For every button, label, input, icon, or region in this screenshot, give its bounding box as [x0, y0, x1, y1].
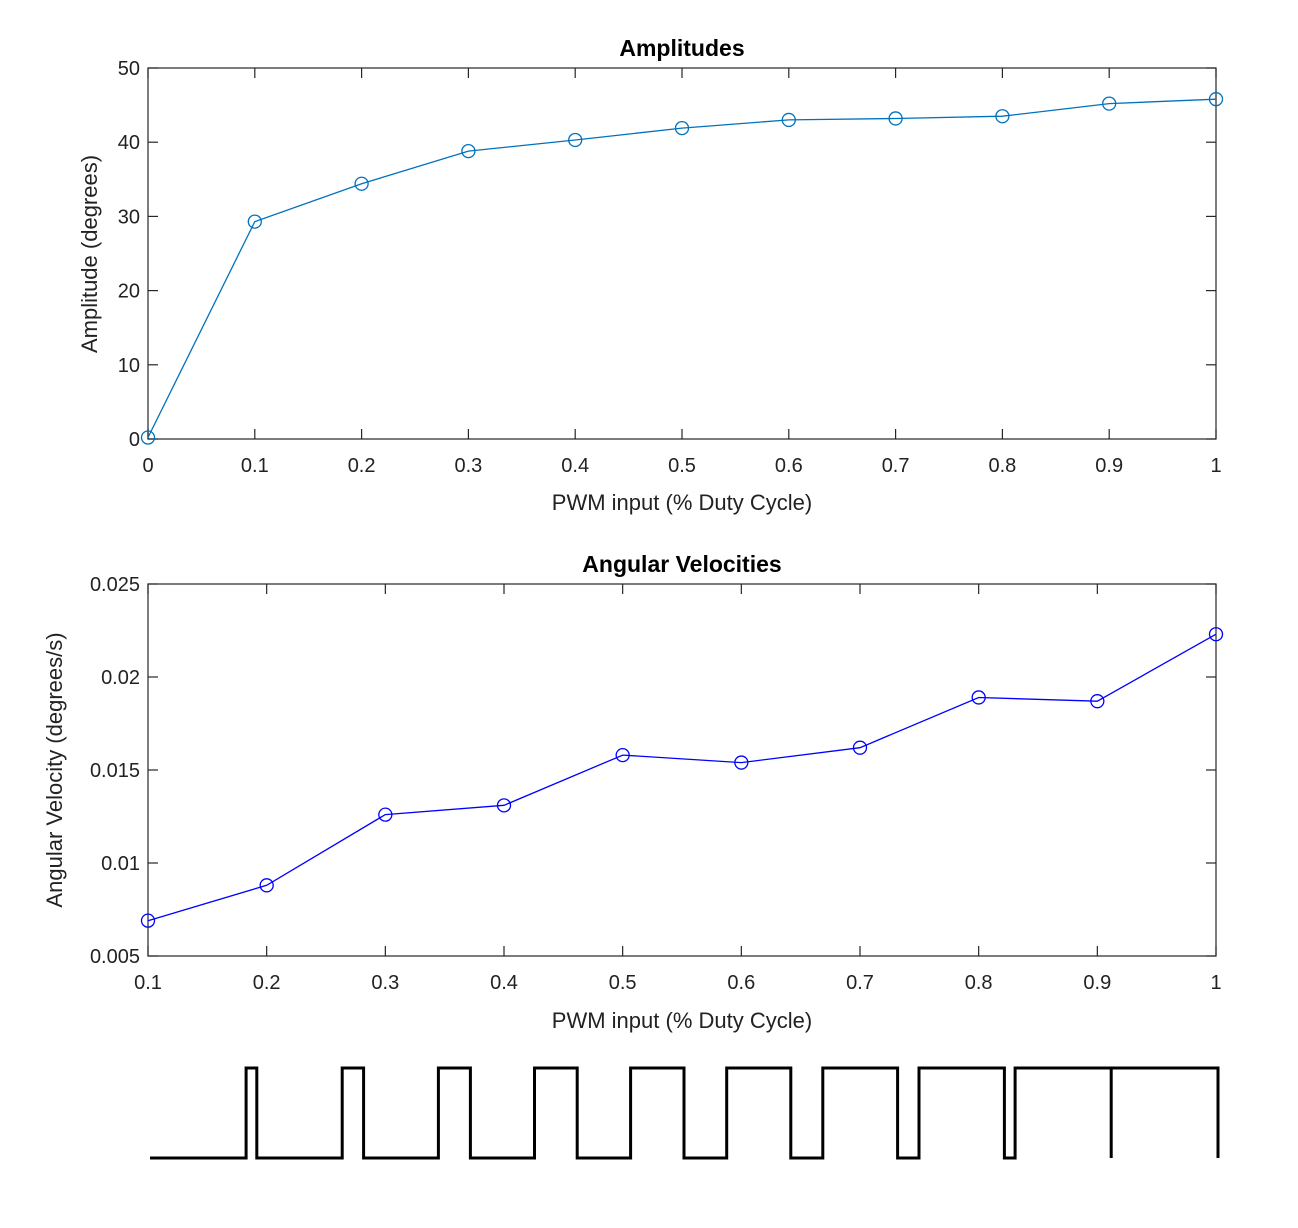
data-point — [615, 747, 630, 763]
series — [140, 627, 1224, 928]
data-point — [247, 214, 262, 229]
data-point — [781, 112, 796, 128]
plot-area — [147, 583, 1217, 957]
data-point — [259, 878, 274, 893]
data-point — [888, 111, 903, 126]
x-tick-label: 1 — [1210, 972, 1221, 994]
data-point — [140, 430, 156, 445]
data-point — [674, 120, 690, 136]
pwm-square-wave — [150, 1066, 1220, 1160]
data-point — [140, 913, 156, 928]
data-point — [1102, 96, 1117, 111]
data-point — [378, 807, 393, 822]
y-tick-labels: 0 10 20 30 40 50 — [118, 58, 140, 451]
x-tick-label: 0.4 — [490, 972, 518, 994]
y-tick-label: 20 — [118, 281, 140, 303]
data-point — [496, 798, 512, 813]
y-tick-label: 40 — [118, 132, 140, 154]
x-tick-label: 0.1 — [134, 972, 162, 994]
y-tick-label: 0.005 — [90, 946, 140, 968]
x-tick-label: 0.6 — [727, 972, 755, 994]
y-tick-label: 0.02 — [101, 667, 140, 689]
data-point — [1208, 627, 1224, 642]
x-tick-label: 1 — [1210, 455, 1221, 477]
data-point — [852, 740, 868, 755]
x-tick-label: 0.8 — [965, 972, 993, 994]
angular-velocities-chart: Angular Velocities 0.1 0.2 0.3 0.4 0.5 0.6 0.7… — [42, 551, 1224, 1033]
chart-title: Amplitudes — [619, 35, 744, 61]
data-point — [995, 109, 1010, 124]
x-axis-label: PWM input (% Duty Cycle) — [552, 1008, 812, 1033]
y-tick-label: 30 — [118, 206, 140, 228]
data-point — [734, 755, 749, 770]
data-point — [461, 143, 476, 159]
y-tick-label: 0 — [129, 429, 140, 451]
data-point — [971, 690, 986, 705]
series-line — [147, 98, 1217, 438]
data-point — [1090, 694, 1105, 709]
data-point — [568, 132, 583, 148]
x-tick-label: 0.3 — [454, 455, 482, 477]
x-tick-label: 0.9 — [1083, 972, 1111, 994]
x-tick-label: 0 — [142, 455, 153, 477]
series-line — [147, 633, 1217, 922]
data-point — [1208, 92, 1224, 107]
data-point — [354, 176, 369, 191]
y-tick-label: 0.015 — [90, 760, 140, 782]
y-tick-labels: 0.005 0.01 0.015 0.02 0.025 — [90, 574, 140, 968]
series — [140, 92, 1224, 445]
y-axis-label: Amplitude (degrees) — [77, 155, 102, 353]
x-tick-label: 0.3 — [371, 972, 399, 994]
x-tick-label: 0.6 — [775, 455, 803, 477]
tick-marks — [147, 583, 1217, 957]
x-tick-label: 0.7 — [882, 455, 910, 477]
y-tick-label: 50 — [118, 58, 140, 80]
y-tick-label: 10 — [118, 355, 140, 377]
x-tick-label: 0.1 — [241, 455, 269, 477]
chart-title: Angular Velocities — [582, 551, 781, 577]
x-tick-label: 0.2 — [348, 455, 376, 477]
x-tick-label: 0.9 — [1095, 455, 1123, 477]
x-tick-label: 0.5 — [668, 455, 696, 477]
tick-marks — [147, 67, 1217, 440]
pwm-waveform-diagram — [150, 1066, 1220, 1160]
x-tick-label: 0.4 — [561, 455, 589, 477]
plot-area — [147, 67, 1217, 440]
x-tick-label: 0.5 — [609, 972, 637, 994]
x-tick-labels: 0 0.1 0.2 0.3 0.4 0.5 0.6 0.7 0.8 0.9 1 — [142, 455, 1221, 477]
y-tick-label: 0.01 — [101, 853, 140, 875]
amplitudes-chart: Amplitudes 0 0.1 0.2 0.3 0.4 0.5 0.6 0.7 0.8 0.9 1… — [77, 35, 1224, 515]
y-axis-label: Angular Velocity (degrees/s) — [42, 632, 67, 907]
x-tick-label: 0.8 — [988, 455, 1016, 477]
x-tick-label: 0.7 — [846, 972, 874, 994]
x-axis-label: PWM input (% Duty Cycle) — [552, 490, 812, 515]
x-tick-label: 0.2 — [253, 972, 281, 994]
y-tick-label: 0.025 — [90, 574, 140, 596]
x-tick-labels: 0.1 0.2 0.3 0.4 0.5 0.6 0.7 0.8 0.9 1 — [134, 972, 1221, 994]
